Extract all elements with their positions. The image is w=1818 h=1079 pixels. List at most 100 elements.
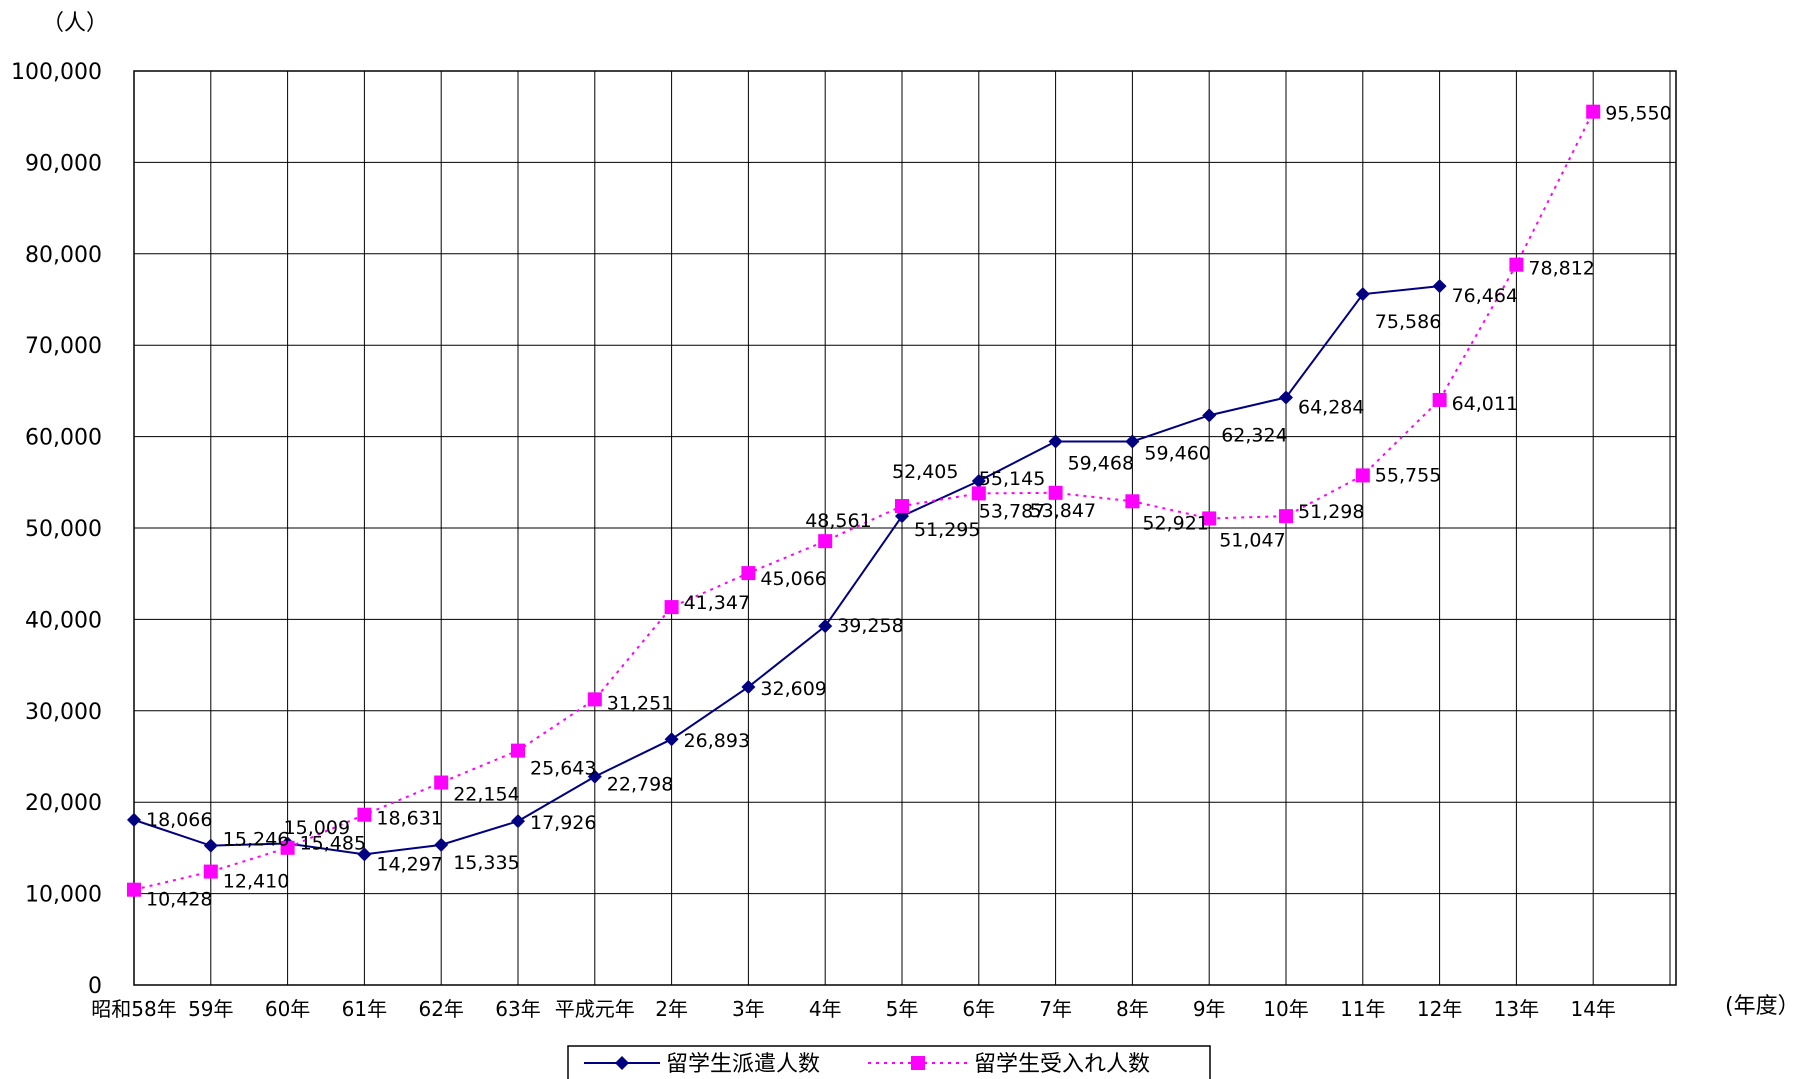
data-label: 55,755	[1375, 464, 1441, 486]
data-point-diamond	[1432, 279, 1447, 294]
data-point-diamond	[357, 847, 372, 862]
legend-label-accept: 留学生受入れ人数	[974, 1052, 1150, 1077]
legend-marker-square	[911, 1056, 925, 1070]
data-label: 52,405	[892, 461, 958, 483]
data-label: 12,410	[223, 871, 289, 893]
data-label: 59,460	[1144, 443, 1210, 465]
y-tick-label: 10,000	[25, 883, 102, 908]
data-label: 78,812	[1528, 258, 1594, 280]
y-tick-label: 40,000	[25, 608, 102, 633]
data-label: 64,011	[1452, 393, 1518, 415]
x-tick-label: 14年	[1570, 997, 1615, 1021]
x-tick-label: 昭和58年	[91, 997, 176, 1021]
y-tick-label: 70,000	[25, 334, 102, 359]
data-point-square	[895, 499, 909, 514]
data-label: 59,468	[1068, 452, 1134, 474]
data-point-diamond	[1355, 287, 1370, 302]
data-point-diamond	[434, 837, 449, 852]
series-layer	[127, 104, 1601, 897]
x-tick-label: 6年	[962, 997, 995, 1021]
x-tick-label: 10年	[1263, 997, 1308, 1021]
y-axis-label: （人）	[42, 11, 108, 36]
data-label: 53,787	[979, 500, 1045, 522]
data-point-diamond	[587, 769, 602, 784]
data-point-square	[971, 486, 986, 501]
data-point-square	[587, 692, 602, 707]
data-point-square	[1509, 257, 1524, 272]
x-tick-label: 12年	[1417, 997, 1462, 1021]
data-label: 76,464	[1452, 285, 1518, 307]
x-tick-label: 2年	[655, 997, 688, 1021]
x-tick-label: 9年	[1193, 997, 1226, 1021]
data-point-square	[741, 566, 756, 581]
data-point-diamond	[127, 812, 141, 827]
y-tick-label: 30,000	[25, 700, 102, 725]
data-point-diamond	[664, 732, 679, 747]
data-label: 26,893	[684, 730, 750, 752]
legend-box	[567, 1045, 1211, 1079]
data-label: 18,631	[376, 808, 442, 830]
data-label: 15,335	[453, 852, 519, 874]
y-tick-label: 80,000	[25, 243, 102, 268]
y-tick-label: 20,000	[25, 791, 102, 816]
data-point-diamond	[203, 838, 218, 853]
data-point-square	[1125, 494, 1140, 509]
x-tick-label: 5年	[886, 997, 919, 1021]
y-tick-label: 50,000	[25, 517, 102, 542]
x-axis-ticks: 昭和58年 59年 60年 61年 62年 63年 平成元年 2年 3年 4年 5年 6年 7年 8年 9年…	[91, 997, 1616, 1021]
data-label: 17,926	[530, 812, 596, 834]
data-label: 10,428	[146, 889, 212, 911]
y-axis-ticks: 0 10,000 20,000 30,000 40,000 50,000 60,000 70,…	[11, 60, 102, 999]
data-label: 25,643	[530, 758, 596, 780]
x-tick-label: 13年	[1494, 997, 1539, 1021]
y-tick-label: 0	[88, 974, 102, 999]
data-label: 41,347	[684, 592, 750, 614]
data-label: 39,258	[837, 615, 903, 637]
data-label: 62,324	[1221, 424, 1287, 446]
data-point-square	[1586, 104, 1601, 119]
data-point-square	[127, 882, 141, 897]
data-point-square	[818, 534, 833, 549]
data-point-diamond	[1125, 434, 1140, 449]
data-label: 55,145	[979, 468, 1045, 490]
data-label: 32,609	[760, 678, 826, 700]
data-point-square	[280, 840, 295, 855]
data-point-square	[1048, 485, 1063, 500]
data-label: 15,246	[223, 829, 289, 851]
data-point-diamond	[818, 619, 833, 634]
data-point-square	[1355, 468, 1370, 483]
data-point-square	[357, 807, 372, 822]
data-label: 18,066	[146, 809, 212, 831]
x-tick-label: 4年	[809, 997, 842, 1021]
x-tick-label: 11年	[1340, 997, 1385, 1021]
data-label: 15,009	[284, 817, 350, 839]
data-point-diamond	[1048, 434, 1063, 449]
x-tick-label: 3年	[732, 997, 765, 1021]
x-tick-label: 59年	[188, 997, 233, 1021]
data-point-square	[203, 864, 218, 879]
x-tick-label: 61年	[342, 997, 387, 1021]
data-label: 45,066	[760, 568, 826, 590]
series-line	[133, 285, 1440, 856]
legend-marker-diamond	[615, 1056, 629, 1070]
data-label: 22,798	[607, 774, 673, 796]
x-axis-label: (年度）	[1725, 994, 1800, 1019]
data-label: 95,550	[1605, 103, 1671, 125]
y-tick-label: 90,000	[25, 151, 102, 176]
x-tick-label: 平成元年	[555, 997, 635, 1021]
data-point-diamond	[511, 814, 525, 829]
data-point-square	[1279, 509, 1293, 524]
data-point-diamond	[741, 679, 756, 694]
data-point-diamond	[1279, 390, 1293, 405]
data-label: 51,295	[914, 519, 980, 541]
x-tick-label: 7年	[1039, 997, 1072, 1021]
x-tick-label: 63年	[495, 997, 540, 1021]
data-point-square	[511, 743, 525, 758]
data-point-square	[1432, 392, 1447, 407]
data-label: 51,298	[1298, 501, 1364, 523]
data-label: 14,297	[376, 853, 442, 875]
data-point-square	[664, 600, 679, 615]
y-tick-label: 60,000	[25, 426, 102, 451]
